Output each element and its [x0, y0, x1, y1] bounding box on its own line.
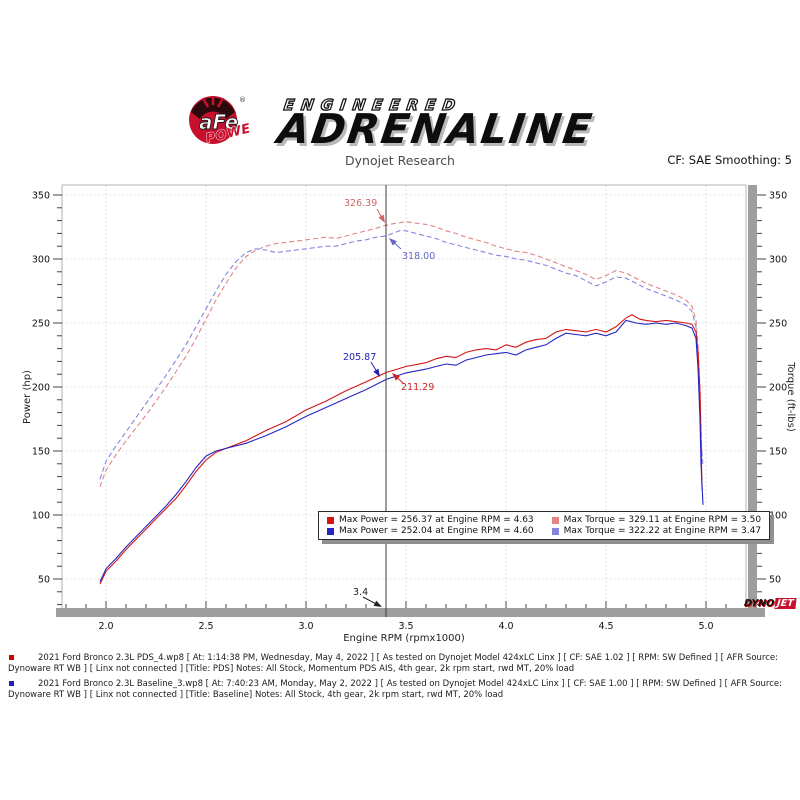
- chart-plot-area: 2.0 2.5 3.0 3.5 4.0 4.5 5.0 Engine RPM (rpmx100…: [22, 184, 796, 644]
- file-entry-text: 2021 Ford Bronco 2.3L Baseline_3.wp8 [ A…: [8, 679, 782, 700]
- svg-text:318.00: 318.00: [402, 251, 435, 262]
- chart-title: Dynojet Research: [345, 153, 455, 168]
- svg-text:Engine RPM (rpmx1000): Engine RPM (rpmx1000): [343, 633, 465, 644]
- dynojet-logo-dyno: DYNO: [743, 598, 775, 609]
- legend-item-max-torque-baseline: Max Torque = 322.22 at Engine RPM = 3.47: [551, 526, 762, 536]
- svg-text:250: 250: [32, 319, 50, 330]
- svg-text:100: 100: [32, 511, 50, 522]
- file-bullet-blue-icon: [9, 681, 14, 686]
- file-entry-text: 2021 Ford Bronco 2.3L PDS_4.wp8 [ At: 1:…: [8, 653, 778, 674]
- svg-text:211.29: 211.29: [401, 382, 434, 393]
- svg-text:326.39: 326.39: [344, 198, 377, 209]
- svg-text:3.0: 3.0: [298, 621, 313, 632]
- svg-text:5.0: 5.0: [698, 621, 713, 632]
- legend-swatch-red: [327, 516, 334, 524]
- legend-swatch-light-blue: [551, 527, 559, 535]
- chart-legend: Max Power = 256.37 at Engine RPM = 4.63 …: [318, 511, 771, 540]
- legend-label: Max Torque = 322.22 at Engine RPM = 3.47: [563, 526, 762, 536]
- legend-swatch-light-red: [551, 516, 559, 524]
- legend-item-max-power-pds: Max Power = 256.37 at Engine RPM = 4.63: [327, 515, 534, 525]
- svg-text:250: 250: [769, 319, 787, 330]
- svg-text:350: 350: [769, 191, 787, 202]
- svg-text:®: ®: [239, 96, 246, 104]
- dynojet-logo-jet: JET: [774, 598, 797, 609]
- legend-swatch-blue: [327, 527, 334, 535]
- svg-text:100: 100: [769, 511, 787, 522]
- svg-text:50: 50: [38, 575, 50, 586]
- file-entry-baseline: 2021 Ford Bronco 2.3L Baseline_3.wp8 [ A…: [0, 677, 796, 703]
- file-entry-pds: 2021 Ford Bronco 2.3L PDS_4.wp8 [ At: 1:…: [0, 651, 796, 677]
- dyno-chart: 2.0 2.5 3.0 3.5 4.0 4.5 5.0 Engine RPM (rpmx100…: [0, 180, 800, 650]
- legend-item-max-torque-pds: Max Torque = 329.11 at Engine RPM = 3.50: [551, 515, 762, 525]
- svg-text:3.5: 3.5: [398, 621, 413, 632]
- svg-text:4.0: 4.0: [498, 621, 513, 632]
- svg-text:300: 300: [32, 255, 50, 266]
- smoothing-label: CF: SAE Smoothing: 5: [667, 153, 792, 167]
- header: aFe ® POWER ENGINEERED ADRENALINE Dynoje…: [0, 0, 800, 180]
- svg-text:200: 200: [32, 383, 50, 394]
- afe-power-logo-icon: aFe ® POWER: [189, 96, 251, 147]
- svg-text:4.5: 4.5: [598, 621, 613, 632]
- svg-text:200: 200: [769, 383, 787, 394]
- legend-label: Max Torque = 329.11 at Engine RPM = 3.50: [563, 515, 762, 525]
- svg-text:aFe: aFe: [199, 110, 238, 134]
- svg-text:3.4: 3.4: [353, 587, 368, 598]
- svg-text:Power (hp): Power (hp): [22, 370, 33, 424]
- run-file-notes: 2021 Ford Bronco 2.3L PDS_4.wp8 [ At: 1:…: [0, 651, 796, 703]
- legend-item-max-power-baseline: Max Power = 252.04 at Engine RPM = 4.60: [327, 526, 534, 536]
- brand-adrenaline-text: ADRENALINE: [274, 105, 597, 153]
- svg-text:300: 300: [769, 255, 787, 266]
- svg-text:2.5: 2.5: [198, 621, 213, 632]
- svg-text:50: 50: [769, 575, 781, 586]
- svg-text:150: 150: [769, 447, 787, 458]
- svg-text:Torque (ft-lbs): Torque (ft-lbs): [785, 361, 796, 432]
- legend-label: Max Power = 252.04 at Engine RPM = 4.60: [339, 526, 534, 536]
- svg-text:205.87: 205.87: [343, 352, 376, 363]
- legend-label: Max Power = 256.37 at Engine RPM = 4.63: [339, 515, 534, 525]
- dynojet-logo-icon: DYNO JET: [743, 598, 797, 609]
- svg-text:2.0: 2.0: [98, 621, 113, 632]
- svg-text:150: 150: [32, 447, 50, 458]
- file-bullet-red-icon: [9, 655, 14, 660]
- svg-text:350: 350: [32, 191, 50, 202]
